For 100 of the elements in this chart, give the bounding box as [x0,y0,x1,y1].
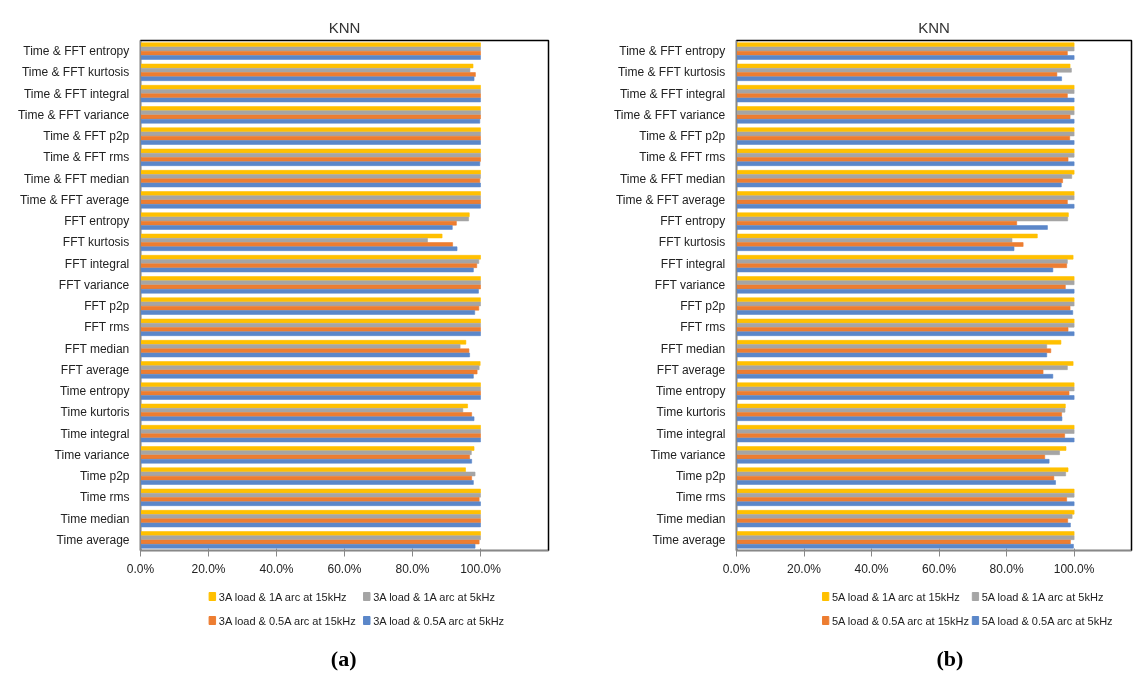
y-tick-label: Time median [60,511,130,526]
bar [736,458,1050,464]
bar [736,395,1075,400]
bar [736,331,1075,337]
y-tick-label: Time & FFT integral [619,86,726,101]
bar [736,55,1075,60]
y-tick-label: Time & FFT average [615,192,726,207]
bar [736,501,1075,507]
y-tick-label: Time & FFT median [23,171,130,186]
bar [736,114,1071,120]
legend-label: 3A load & 0.5A arc at 15kHz [218,614,356,627]
bar [736,284,1066,290]
bar [736,386,1075,392]
y-tick-label: FFT median [660,341,726,356]
y-tick-label: Time kurtoris [656,405,726,420]
y-tick-label: Time & FFT median [619,171,726,186]
chart-title: KNN [328,18,361,36]
y-tick-label: Time & FFT entropy [619,44,726,59]
bar [736,318,1075,324]
bar [736,373,1054,379]
y-tick-label: Time & FFT rms [639,150,726,165]
bar [736,488,1075,494]
bar [736,310,1074,315]
y-tick-label: Time average [56,532,130,547]
y-tick-label: Time & FFT integral [23,86,130,101]
y-tick-label: FFT rms [680,320,726,335]
x-tick-label: 20.0% [787,561,822,576]
bar [736,301,1075,307]
legend-label: 5A load & 1A arc at 5kHz [981,590,1104,603]
legend-label: 5A load & 0.5A arc at 15kHz [831,614,969,627]
y-tick-label: Time & FFT p2p [639,129,726,144]
bar [736,403,1066,409]
y-tick-label: FFT median [64,341,130,356]
y-tick-label: Time median [656,511,726,526]
y-tick-label: Time & FFT variance [613,107,726,122]
y-tick-label: FFT kurtosis [658,235,726,250]
bar [736,471,1067,477]
bar [736,182,1062,188]
bar [736,97,1075,103]
y-tick-label: FFT p2p [680,299,726,314]
bar [736,369,1044,375]
y-tick-label: Time variance [650,447,726,462]
y-tick-label: FFT integral [660,256,726,271]
x-tick-label: 0.0% [126,561,155,576]
y-tick-label: Time entropy [59,384,130,399]
y-tick-label: Time & FFT kurtosis [21,65,130,80]
legend-label: 3A load & 1A arc at 5kHz [373,590,495,603]
bar [736,416,1063,422]
bar [736,161,1075,167]
y-tick-label: FFT entropy [660,214,726,229]
bar [736,267,1054,273]
x-tick-label: 20.0% [191,561,226,576]
bar [736,225,1048,230]
bar [736,246,1015,252]
y-tick-label: FFT integral [64,256,130,271]
y-tick-label: Time kurtoris [60,405,130,420]
x-tick-label: 100.0% [1053,561,1095,576]
x-tick-label: 80.0% [395,561,430,576]
y-tick-label: FFT entropy [64,214,130,229]
bar [736,199,1068,205]
y-tick-label: FFT p2p [84,299,130,314]
bar [736,148,1075,154]
x-tick-label: 0.0% [722,561,751,576]
x-tick-label: 40.0% [259,561,294,576]
y-tick-label: FFT variance [58,277,130,292]
y-tick-label: Time average [652,532,726,547]
text: (a) [330,646,357,671]
y-tick-label: Time & FFT rms [43,150,130,165]
y-tick-label: Time rms [79,490,130,505]
text: (b) [936,646,964,671]
x-tick-label: 80.0% [989,561,1024,576]
bar [736,46,1075,52]
chart-title: KNN [918,18,950,36]
bar [736,131,1075,137]
bar [736,118,1075,124]
y-tick-label: Time entropy [655,384,726,399]
bar [736,140,1075,145]
y-tick-label: FFT average [60,362,130,377]
x-tick-label: 60.0% [327,561,362,576]
y-tick-label: FFT kurtosis [62,235,130,250]
bar [736,543,1074,549]
bar [736,437,1075,443]
bar [736,288,1075,294]
y-tick-label: Time & FFT variance [17,107,130,122]
y-tick-label: FFT rms [84,320,130,335]
bar [736,454,1046,460]
bar [736,216,1069,222]
bar [736,480,1057,485]
x-tick-label: 100.0% [460,561,502,576]
y-tick-label: Time & FFT entropy [23,44,130,59]
bar [736,63,1071,69]
bar [736,522,1071,528]
y-tick-label: Time variance [54,447,130,462]
y-tick-label: FFT variance [654,277,726,292]
bar [736,539,1071,545]
y-tick-label: Time p2p [79,469,130,484]
y-tick-label: Time & FFT average [19,192,130,207]
legend-label: 5A load & 1A arc at 15kHz [831,590,960,603]
y-tick-label: Time p2p [675,469,726,484]
y-tick-label: FFT average [656,362,726,377]
